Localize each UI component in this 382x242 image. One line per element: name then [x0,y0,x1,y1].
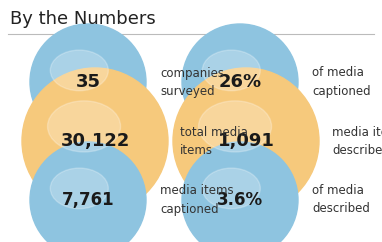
Ellipse shape [199,101,272,152]
Text: 7,761: 7,761 [62,191,114,209]
Ellipse shape [182,24,298,140]
Text: 35: 35 [76,73,100,91]
Ellipse shape [202,168,260,209]
Text: 3.6%: 3.6% [217,191,263,209]
Text: total media
items: total media items [180,126,248,157]
Text: By the Numbers: By the Numbers [10,10,156,28]
Ellipse shape [50,168,108,209]
Ellipse shape [47,101,121,152]
Text: companies
surveyed: companies surveyed [160,67,224,98]
Text: media items
described: media items described [332,126,382,157]
Ellipse shape [202,50,260,91]
Text: 30,122: 30,122 [60,132,129,150]
Text: media items
captioned: media items captioned [160,184,234,215]
Ellipse shape [22,68,168,214]
Ellipse shape [173,68,319,214]
Ellipse shape [50,50,108,91]
Ellipse shape [182,142,298,242]
Ellipse shape [30,142,146,242]
Text: 1,091: 1,091 [218,132,274,150]
Text: of media
captioned: of media captioned [312,67,371,98]
Text: of media
described: of media described [312,184,370,215]
Text: 26%: 26% [219,73,262,91]
Ellipse shape [30,24,146,140]
